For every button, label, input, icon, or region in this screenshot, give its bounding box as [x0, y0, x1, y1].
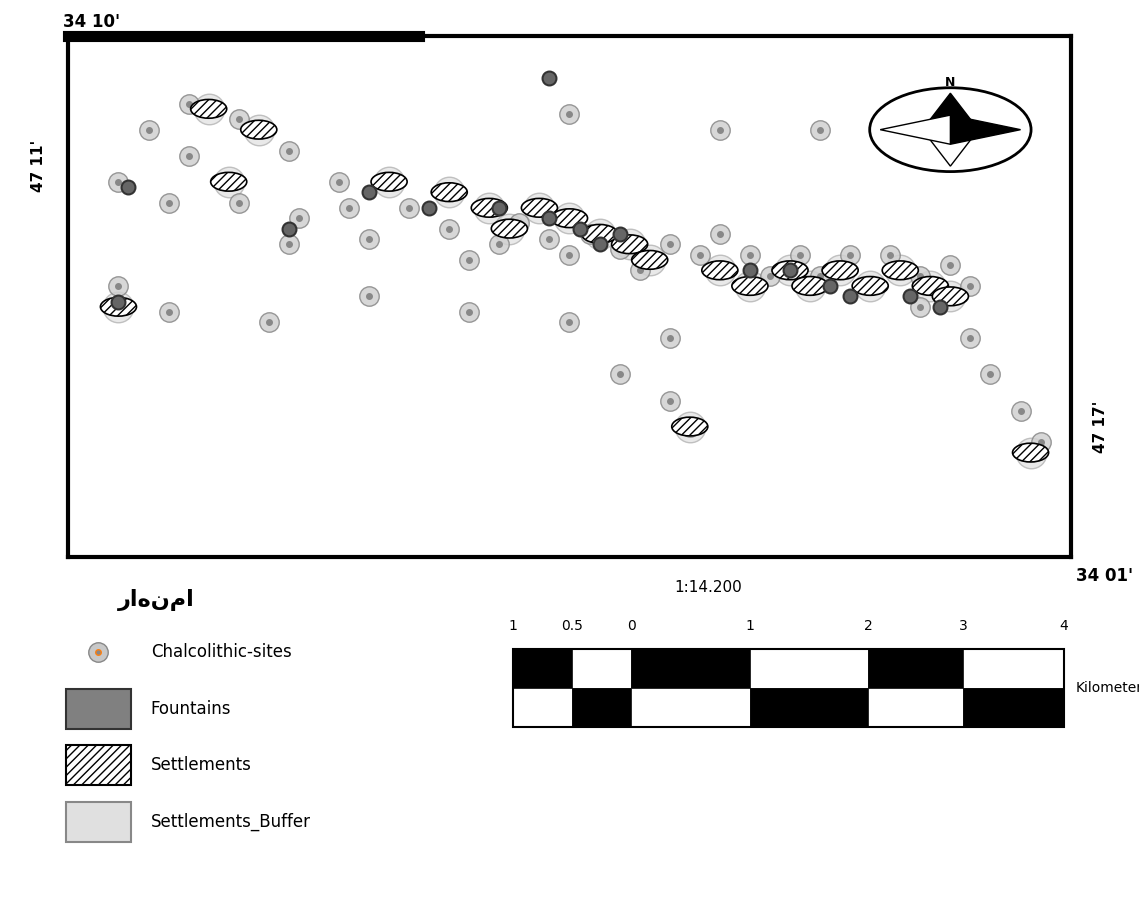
Text: 1: 1: [509, 619, 517, 632]
Circle shape: [1013, 444, 1049, 462]
Bar: [66, 689, 131, 728]
Circle shape: [852, 277, 888, 295]
Bar: [749, 649, 868, 688]
Text: راهنما: راهنما: [117, 589, 194, 611]
Text: 47 17': 47 17': [1093, 401, 1108, 453]
Text: 1: 1: [746, 619, 754, 632]
Circle shape: [100, 297, 137, 316]
Circle shape: [792, 277, 828, 295]
Circle shape: [702, 261, 738, 279]
Circle shape: [612, 235, 648, 253]
Text: Settlements: Settlements: [150, 756, 252, 774]
Bar: [513, 649, 572, 688]
Circle shape: [522, 198, 557, 217]
Circle shape: [870, 88, 1031, 172]
Bar: [631, 649, 749, 688]
Text: 34 01': 34 01': [1075, 568, 1133, 585]
Circle shape: [582, 224, 617, 243]
Circle shape: [432, 183, 467, 201]
Text: 0.5: 0.5: [562, 619, 583, 632]
Bar: [513, 649, 1064, 727]
Text: 4: 4: [1059, 619, 1068, 632]
Text: N: N: [945, 75, 956, 89]
Circle shape: [822, 261, 858, 279]
Text: 34 10': 34 10': [64, 13, 121, 31]
Text: Kilometers: Kilometers: [1075, 682, 1139, 695]
Bar: [513, 688, 572, 727]
Circle shape: [190, 100, 227, 119]
Circle shape: [211, 172, 247, 191]
Bar: [572, 688, 631, 727]
Bar: [868, 649, 964, 688]
Circle shape: [632, 251, 667, 269]
Bar: [964, 688, 1064, 727]
Text: 47 11': 47 11': [31, 140, 46, 192]
Bar: [631, 688, 749, 727]
Bar: [964, 649, 1064, 688]
Circle shape: [672, 418, 707, 436]
Polygon shape: [923, 129, 978, 166]
Text: Fountains: Fountains: [150, 700, 231, 718]
Bar: [572, 649, 631, 688]
Circle shape: [371, 172, 407, 191]
Polygon shape: [950, 115, 1021, 145]
Text: 3: 3: [959, 619, 967, 632]
Circle shape: [240, 120, 277, 139]
Polygon shape: [880, 115, 950, 145]
Bar: [868, 688, 964, 727]
Circle shape: [772, 261, 808, 279]
Circle shape: [912, 277, 949, 295]
Bar: [66, 745, 131, 785]
Circle shape: [883, 261, 918, 279]
Bar: [749, 688, 868, 727]
Bar: [66, 802, 131, 841]
Circle shape: [491, 219, 527, 238]
Text: Settlements_Buffer: Settlements_Buffer: [150, 813, 311, 831]
Text: 0: 0: [628, 619, 636, 632]
Text: 1:14.200: 1:14.200: [674, 580, 743, 594]
Polygon shape: [923, 93, 978, 129]
Text: 2: 2: [865, 619, 872, 632]
Circle shape: [933, 287, 968, 305]
Circle shape: [732, 277, 768, 295]
Circle shape: [472, 198, 507, 217]
Text: Chalcolithic-sites: Chalcolithic-sites: [150, 643, 292, 661]
Circle shape: [551, 209, 588, 227]
